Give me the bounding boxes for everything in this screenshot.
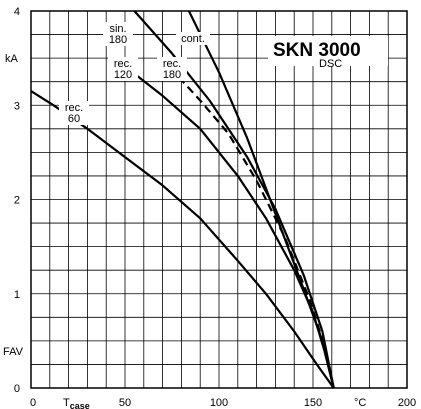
label-rec-180: rec. 180 [163, 58, 181, 81]
label-rec-120: rec. 120 [114, 58, 132, 81]
label-background [103, 22, 133, 46]
label-sin-180: sin. 180 [109, 23, 127, 46]
x-tick-label: 50 [119, 397, 131, 409]
chart-subtitle: DSC [319, 58, 342, 70]
y-tick-label: 0 [14, 383, 20, 395]
y-tick-label: 2 [14, 195, 20, 207]
plot-frame [30, 10, 408, 389]
x-tick-label: 0 [30, 397, 36, 409]
x-unit-label: °C [354, 397, 366, 409]
label-cont: cont. [181, 33, 205, 45]
y-tick-label: 4 [14, 6, 20, 18]
series-rec-180-line [169, 66, 335, 389]
x-axis-label-subscript: case [70, 401, 90, 409]
y-unit-label: kA [5, 53, 19, 65]
axis-ticks: 0 50 100 150 200 0 1 2 3 4 [14, 6, 416, 409]
chart-title: SKN 3000 [273, 40, 361, 61]
grid [31, 11, 407, 388]
label-background [108, 57, 138, 81]
y-tick-label: 3 [14, 100, 20, 112]
x-axis-label: Tcase [63, 397, 90, 409]
x-tick-label: 100 [210, 397, 228, 409]
series-labels: sin. 180 cont. rec. 120 rec. 180 rec. 60 [59, 22, 210, 125]
x-tick-label: 200 [398, 397, 416, 409]
title-background [268, 36, 388, 66]
y-tick-label: 1 [14, 289, 20, 301]
label-background [176, 32, 210, 45]
y-axis-label: FAV [3, 346, 24, 358]
series-rec-120-line [131, 71, 335, 389]
label-background [157, 57, 187, 81]
label-rec-60: rec. 60 [65, 102, 83, 125]
label-background [59, 101, 89, 125]
x-tick-label: 150 [304, 397, 322, 409]
